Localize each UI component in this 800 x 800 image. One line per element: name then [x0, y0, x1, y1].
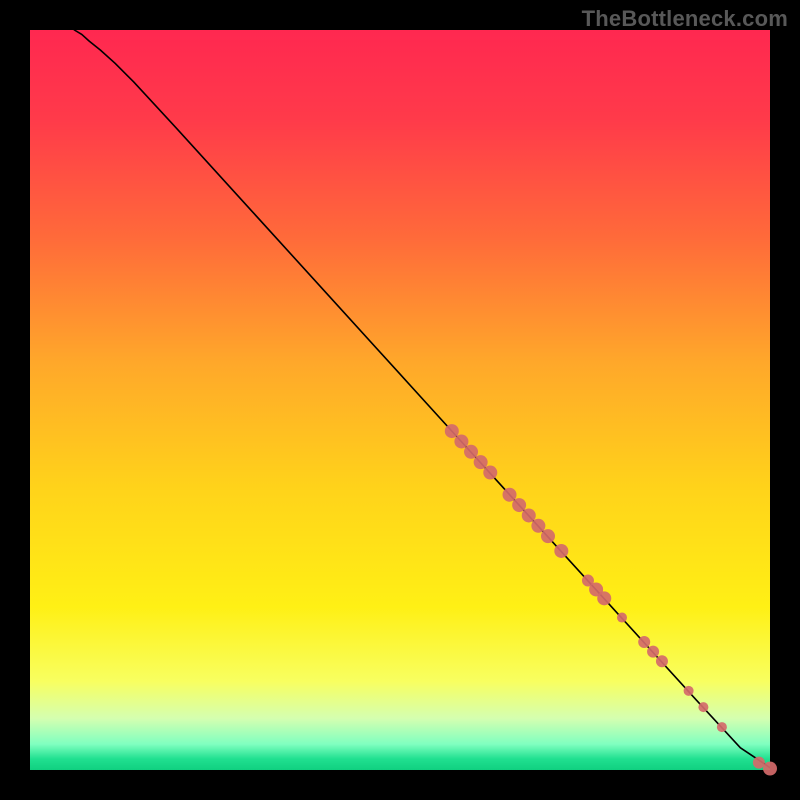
scatter-point: [531, 519, 545, 533]
scatter-point: [522, 508, 536, 522]
scatter-point: [483, 466, 497, 480]
scatter-point: [464, 445, 478, 459]
scatter-point: [554, 544, 568, 558]
scatter-point: [503, 488, 517, 502]
scatter-point: [638, 636, 650, 648]
scatter-point: [647, 646, 659, 658]
scatter-point: [454, 434, 468, 448]
scatter-point: [474, 455, 488, 469]
scatter-point: [445, 424, 459, 438]
scatter-point: [597, 591, 611, 605]
scatter-point: [656, 655, 668, 667]
scatter-point: [684, 686, 694, 696]
scatter-point: [617, 613, 627, 623]
scatter-point: [698, 702, 708, 712]
scatter-point: [541, 529, 555, 543]
bottleneck-chart: [0, 0, 800, 800]
scatter-point: [753, 757, 765, 769]
scatter-point: [763, 762, 777, 776]
scatter-point: [717, 722, 727, 732]
scatter-point: [512, 498, 526, 512]
